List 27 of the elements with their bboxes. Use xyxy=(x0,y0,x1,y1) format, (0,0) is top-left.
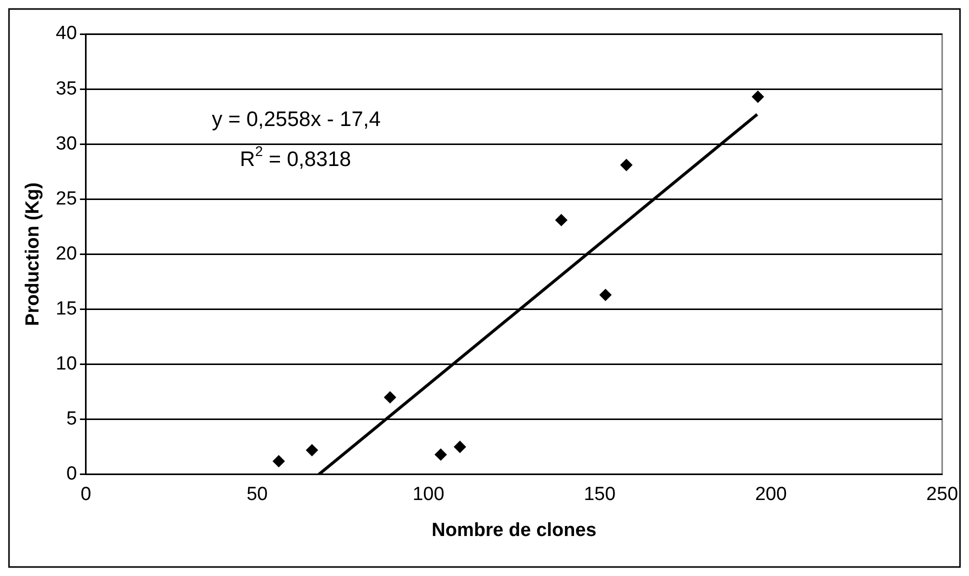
point xyxy=(599,288,612,301)
y-tick-label: 30 xyxy=(56,133,77,154)
point xyxy=(272,455,285,468)
y-tick-label: 35 xyxy=(56,78,77,100)
point xyxy=(555,214,568,226)
point xyxy=(620,159,632,172)
point xyxy=(752,90,764,103)
x-tick-label: 0 xyxy=(80,484,92,506)
point xyxy=(434,448,447,461)
y-tick-label: 10 xyxy=(56,354,77,375)
point xyxy=(306,444,318,456)
y-tick-label: 15 xyxy=(56,298,77,320)
x-tick-label: 100 xyxy=(412,484,444,506)
x-tick-label: 250 xyxy=(926,484,958,506)
x-tick-label: 150 xyxy=(584,484,616,506)
point xyxy=(454,440,466,453)
annotation: y = 0,2558x - 17,4 xyxy=(212,108,381,131)
y-tick-label: 20 xyxy=(56,243,77,264)
x-axis-title: Nombre de clones xyxy=(432,520,596,541)
y-tick-label: 25 xyxy=(56,188,77,210)
point xyxy=(384,391,396,404)
y-axis-title: Production (Kg) xyxy=(22,182,44,326)
x-tick-label: 50 xyxy=(246,484,268,506)
y-tick-label: 5 xyxy=(66,408,77,430)
x-tick-label: 200 xyxy=(755,484,787,506)
y-tick-label: 40 xyxy=(56,23,77,44)
y-tick-label: 0 xyxy=(66,464,77,485)
